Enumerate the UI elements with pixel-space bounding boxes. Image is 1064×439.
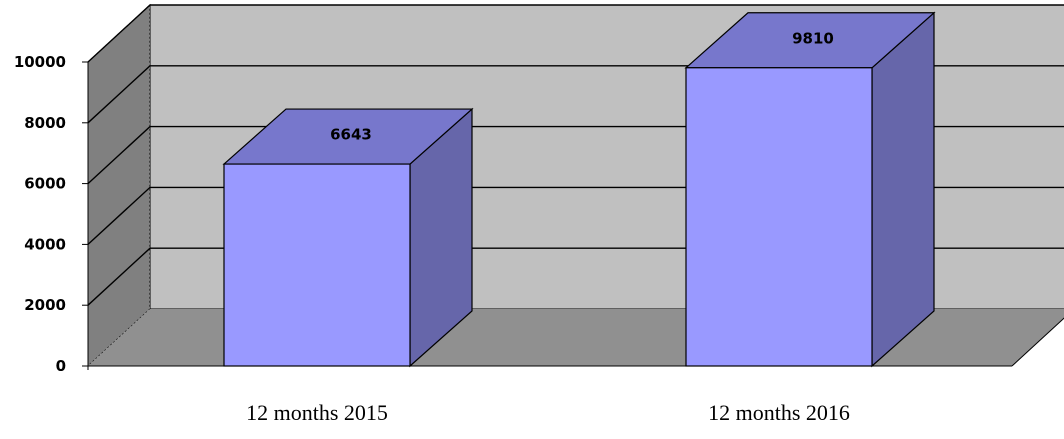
y-tick-label: 8000 (24, 114, 66, 132)
y-tick-label: 0 (56, 357, 66, 375)
x-tick-label: 12 months 2016 (708, 400, 850, 425)
bar-front (685, 67, 873, 367)
data-label: 6643 (330, 126, 372, 144)
bar: 9810 (684, 11, 936, 368)
y-tick-label: 6000 (24, 175, 66, 193)
gridline (87, 4, 1064, 63)
side-wall (87, 3, 151, 368)
y-tick-label: 10000 (14, 53, 66, 71)
bar-side (871, 11, 935, 368)
x-tick-label: 12 months 2015 (246, 400, 388, 425)
y-tick-label: 4000 (24, 235, 66, 253)
bar-front (223, 163, 411, 367)
bar: 6643 (222, 107, 474, 368)
y-axis: 0 2000 4000 6000 8000 10000 (14, 53, 89, 375)
y-tick-label: 2000 (24, 296, 66, 314)
x-axis: 12 months 2015 12 months 2016 (246, 400, 850, 425)
bars: 6643 9810 (222, 11, 936, 368)
data-label: 9810 (792, 29, 834, 47)
